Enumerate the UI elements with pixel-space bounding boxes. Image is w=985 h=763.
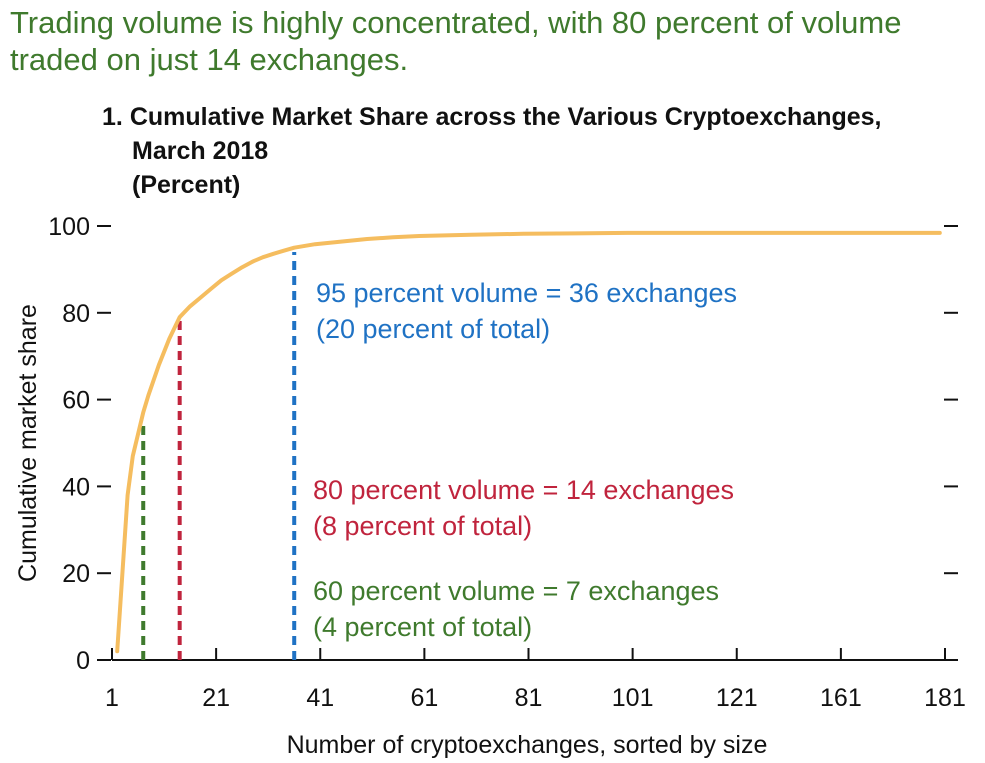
headline: Trading volume is highly concentrated, w… bbox=[10, 4, 970, 78]
y-tick-label: 100 bbox=[48, 213, 90, 241]
x-tick-label: 81 bbox=[515, 684, 543, 712]
y-axis-title: Cumulative market share bbox=[14, 304, 42, 582]
headline-line-1: Trading volume is highly concentrated, w… bbox=[10, 5, 902, 40]
chart-title: 1. Cumulative Market Share across the Va… bbox=[102, 100, 882, 202]
x-tick-label: 41 bbox=[306, 684, 334, 712]
y-tick-label: 60 bbox=[62, 387, 90, 415]
y-tick-label: 20 bbox=[62, 560, 90, 588]
marker-annotation-line-2: (8 percent of total) bbox=[313, 511, 532, 541]
marker-annotation-line-2: (4 percent of total) bbox=[313, 612, 532, 642]
chart-title-number: 1. bbox=[102, 103, 123, 131]
chart-title-line-3: (Percent) bbox=[132, 171, 241, 199]
marker-annotation-line-2: (20 percent of total) bbox=[316, 314, 550, 344]
y-tick-label: 80 bbox=[62, 300, 90, 328]
y-tick-label: 0 bbox=[76, 647, 90, 675]
x-tick-label: 161 bbox=[820, 684, 862, 712]
x-tick-label: 21 bbox=[202, 684, 230, 712]
y-tick-label: 40 bbox=[62, 473, 90, 501]
x-tick-label: 1 bbox=[105, 684, 119, 712]
marker-annotation-line-1: 80 percent volume = 14 exchanges bbox=[313, 475, 734, 505]
headline-line-2: traded on just 14 exchanges. bbox=[10, 42, 409, 77]
marker-annotation-line-1: 60 percent volume = 7 exchanges bbox=[313, 576, 719, 606]
chart-title-line-1: Cumulative Market Share across the Vario… bbox=[129, 103, 882, 131]
chart-title-line-2: March 2018 bbox=[132, 137, 269, 165]
x-tick-label: 181 bbox=[924, 684, 966, 712]
x-tick-label: 121 bbox=[716, 684, 758, 712]
x-axis-title: Number of cryptoexchanges, sorted by siz… bbox=[287, 731, 768, 759]
x-tick-label: 61 bbox=[410, 684, 438, 712]
x-tick-label: 101 bbox=[612, 684, 654, 712]
series-line bbox=[115, 230, 942, 654]
marker-annotation-line-1: 95 percent volume = 36 exchanges bbox=[316, 278, 737, 308]
